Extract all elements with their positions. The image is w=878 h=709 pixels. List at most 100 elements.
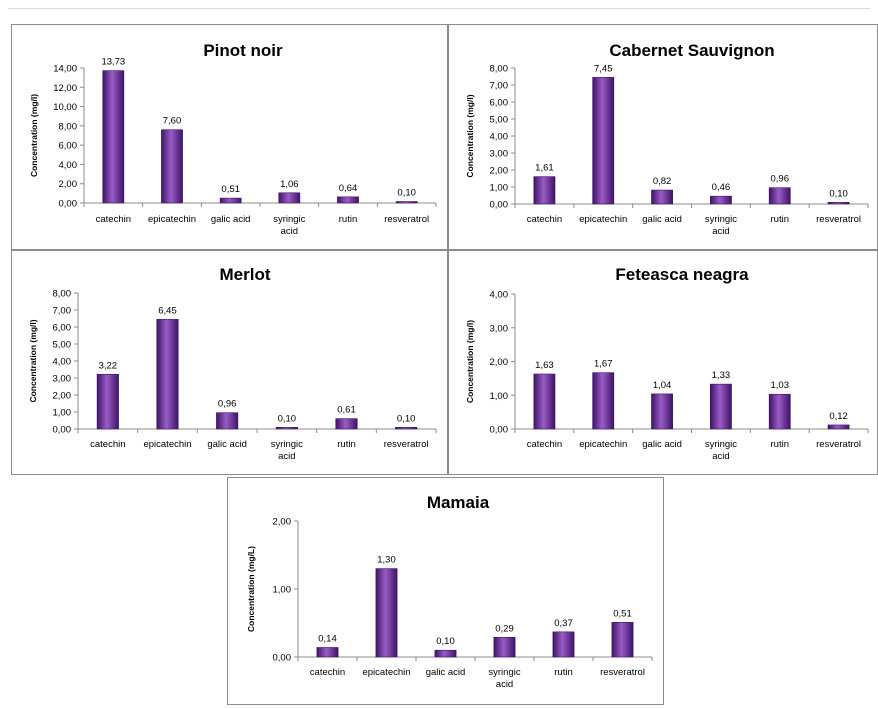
data-label-merlot: 3,22 [99, 360, 118, 371]
bar-merlot [96, 373, 119, 430]
data-label-feteasca-neagra: 1,67 [594, 359, 613, 370]
data-label-mamaia: 0,37 [554, 618, 573, 629]
chart-title-merlot: Merlot [220, 265, 271, 284]
data-label-cabernet-sauvignon: 7,45 [594, 63, 613, 74]
category-label-feteasca-neagra: galic acid [642, 439, 682, 450]
bar-mamaia [611, 622, 634, 658]
y-tick-label-cabernet-sauvignon: 4,00 [490, 132, 509, 143]
data-label-merlot: 0,61 [337, 405, 356, 416]
bar-feteasca-neagra [592, 372, 615, 430]
category-label-feteasca-neagra: epicatechin [579, 439, 627, 450]
bar-pinot-noir [278, 192, 301, 204]
bar-mamaia [552, 631, 575, 658]
bar-cabernet-sauvignon [533, 176, 556, 205]
category-label-cabernet-sauvignon: catechin [527, 214, 562, 225]
y-tick-label-pinot-noir: 4,00 [59, 160, 78, 171]
category-label-feteasca-neagra: acid [712, 451, 729, 462]
y-tick-label-cabernet-sauvignon: 8,00 [490, 64, 509, 75]
data-label-feteasca-neagra: 1,63 [535, 360, 554, 371]
data-label-pinot-noir: 0,10 [397, 188, 416, 199]
category-label-cabernet-sauvignon: rutin [771, 214, 789, 225]
y-axis-label-pinot-noir: Concentration (mg/l) [29, 94, 39, 177]
bar-mamaia [434, 649, 457, 658]
chart-panel-feteasca-neagra [448, 250, 878, 475]
category-label-merlot: epicatechin [143, 439, 191, 450]
top-divider [8, 8, 870, 9]
data-label-pinot-noir: 7,60 [163, 116, 182, 127]
data-label-merlot: 6,45 [158, 305, 177, 316]
bar-feteasca-neagra [533, 373, 556, 430]
data-label-mamaia: 1,30 [377, 555, 396, 566]
data-label-merlot: 0,10 [397, 413, 416, 424]
y-tick-label-merlot: 8,00 [53, 289, 72, 300]
chart-panel-mamaia [227, 477, 664, 705]
category-label-pinot-noir: galic acid [211, 214, 251, 225]
category-label-feteasca-neagra: rutin [771, 439, 789, 450]
y-tick-label-pinot-noir: 0,00 [59, 199, 78, 210]
chart-title-mamaia: Mamaia [427, 493, 490, 512]
bar-cabernet-sauvignon [710, 195, 732, 205]
category-label-feteasca-neagra: resveratrol [816, 439, 861, 450]
data-label-mamaia: 0,10 [436, 636, 455, 647]
chart-title-cabernet-sauvignon: Cabernet Sauvignon [609, 41, 774, 60]
bar-merlot [156, 319, 179, 430]
bar-merlot [216, 412, 239, 430]
y-tick-label-merlot: 2,00 [53, 391, 72, 402]
data-label-merlot: 0,10 [278, 413, 297, 424]
chart-title-feteasca-neagra: Feteasca neagra [615, 265, 749, 284]
bar-merlot [335, 418, 358, 430]
y-tick-label-pinot-noir: 2,00 [59, 179, 78, 190]
category-label-merlot: resveratrol [384, 439, 429, 450]
category-label-mamaia: resveratrol [600, 667, 645, 678]
y-tick-label-cabernet-sauvignon: 0,00 [490, 200, 509, 211]
chart-panel-merlot [11, 250, 448, 475]
data-label-pinot-noir: 13,73 [101, 57, 125, 68]
y-tick-label-merlot: 6,00 [53, 323, 72, 334]
bar-feteasca-neagra [768, 393, 791, 430]
y-tick-label-cabernet-sauvignon: 1,00 [490, 183, 509, 194]
bar-feteasca-neagra [827, 424, 850, 430]
data-label-feteasca-neagra: 1,33 [712, 370, 731, 381]
y-tick-label-cabernet-sauvignon: 5,00 [490, 115, 509, 126]
data-label-cabernet-sauvignon: 0,46 [712, 182, 731, 193]
y-tick-label-pinot-noir: 6,00 [59, 141, 78, 152]
y-tick-label-merlot: 7,00 [53, 306, 72, 317]
data-label-cabernet-sauvignon: 0,10 [829, 188, 848, 199]
category-label-merlot: syringic [271, 439, 303, 450]
chart-title-pinot-noir: Pinot noir [203, 41, 283, 60]
bar-cabernet-sauvignon [651, 189, 673, 205]
y-axis-label-cabernet-sauvignon: Concentration (mg/l) [465, 94, 475, 177]
y-axis-label-feteasca-neagra: Concentration (mg/l) [465, 320, 475, 403]
category-label-pinot-noir: epicatechin [148, 214, 196, 225]
y-tick-label-cabernet-sauvignon: 2,00 [490, 166, 509, 177]
category-label-cabernet-sauvignon: galic acid [642, 214, 682, 225]
bar-pinot-noir [395, 201, 418, 204]
data-label-cabernet-sauvignon: 0,82 [653, 176, 672, 187]
category-label-cabernet-sauvignon: syringic [705, 214, 737, 225]
bar-mamaia [493, 636, 516, 658]
bar-pinot-noir [102, 70, 125, 204]
category-label-feteasca-neagra: syringic [705, 439, 737, 450]
data-label-cabernet-sauvignon: 0,96 [771, 174, 790, 185]
y-tick-label-mamaia: 1,00 [273, 585, 292, 596]
data-label-pinot-noir: 0,51 [221, 184, 240, 195]
category-label-mamaia: galic acid [426, 667, 466, 678]
y-tick-label-merlot: 4,00 [53, 357, 72, 368]
bar-cabernet-sauvignon [827, 202, 850, 205]
bar-mamaia [375, 568, 398, 658]
category-label-mamaia: acid [496, 679, 513, 690]
category-label-mamaia: catechin [310, 667, 345, 678]
category-label-mamaia: epicatechin [362, 667, 410, 678]
y-tick-label-mamaia: 2,00 [273, 517, 292, 528]
y-tick-label-cabernet-sauvignon: 3,00 [490, 149, 509, 160]
y-tick-label-pinot-noir: 12,00 [53, 83, 77, 94]
data-label-cabernet-sauvignon: 1,61 [535, 163, 554, 174]
data-label-feteasca-neagra: 1,04 [653, 380, 672, 391]
category-label-merlot: acid [278, 451, 295, 462]
y-tick-label-pinot-noir: 10,00 [53, 102, 77, 113]
y-tick-label-merlot: 5,00 [53, 340, 72, 351]
y-tick-label-mamaia: 0,00 [273, 653, 292, 664]
category-label-merlot: rutin [337, 439, 355, 450]
y-tick-label-merlot: 1,00 [53, 408, 72, 419]
bar-pinot-noir [219, 197, 242, 204]
